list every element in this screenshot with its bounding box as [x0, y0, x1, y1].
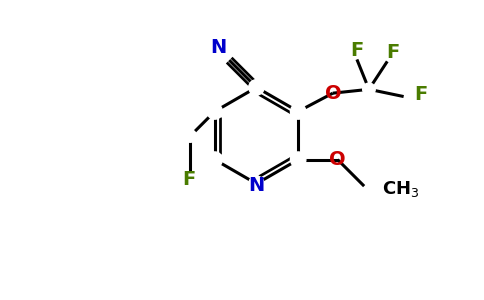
Text: CH$_3$: CH$_3$	[382, 178, 420, 199]
Text: N: N	[248, 176, 265, 195]
Circle shape	[249, 80, 264, 95]
Circle shape	[290, 104, 306, 119]
Text: F: F	[350, 41, 363, 60]
Circle shape	[207, 104, 223, 119]
Text: F: F	[414, 85, 427, 104]
Circle shape	[290, 152, 306, 167]
Circle shape	[249, 176, 264, 191]
Text: O: O	[325, 84, 341, 103]
Text: F: F	[182, 170, 196, 189]
Circle shape	[207, 152, 223, 167]
Text: O: O	[329, 150, 346, 169]
Text: F: F	[386, 43, 400, 62]
Text: N: N	[210, 38, 227, 57]
Circle shape	[184, 130, 197, 142]
Circle shape	[363, 83, 375, 96]
